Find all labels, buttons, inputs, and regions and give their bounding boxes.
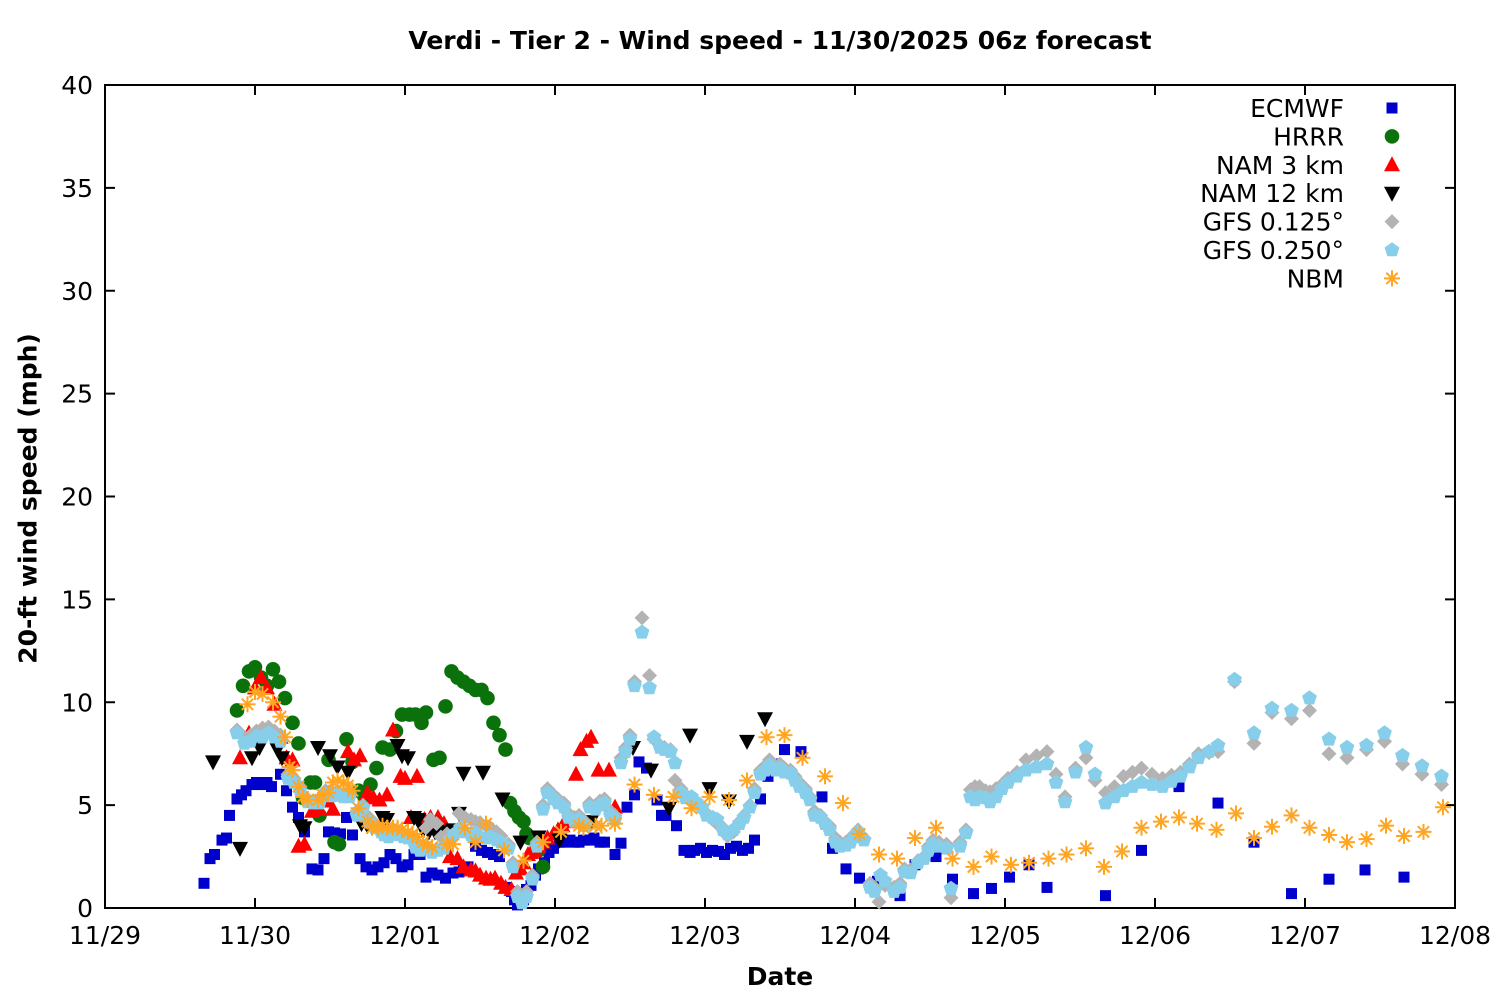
legend-label: ECMWF xyxy=(1250,94,1344,123)
y-tick-label: 5 xyxy=(77,791,93,820)
x-tick-label: 11/30 xyxy=(219,921,291,950)
legend-label: HRRR xyxy=(1273,122,1344,151)
x-tick-label: 12/05 xyxy=(969,921,1041,950)
x-tick-label: 12/03 xyxy=(669,921,741,950)
x-tick-label: 12/01 xyxy=(369,921,441,950)
legend-label: GFS 0.250° xyxy=(1203,236,1344,265)
y-tick-label: 35 xyxy=(61,174,93,203)
y-tick-label: 20 xyxy=(61,483,93,512)
legend-label: NBM xyxy=(1287,264,1344,293)
y-tick-label: 25 xyxy=(61,380,93,409)
series-nbm xyxy=(239,683,1451,875)
x-tick-label: 11/29 xyxy=(69,921,141,950)
y-tick-label: 30 xyxy=(61,277,93,306)
x-tick-label: 12/02 xyxy=(519,921,591,950)
chart-title: Verdi - Tier 2 - Wind speed - 11/30/2025… xyxy=(408,26,1152,55)
legend-label: NAM 12 km xyxy=(1200,179,1344,208)
y-tick-label: 15 xyxy=(61,585,93,614)
x-tick-label: 12/06 xyxy=(1119,921,1191,950)
x-axis-title: Date xyxy=(746,962,814,991)
y-tick-label: 40 xyxy=(61,71,93,100)
series-nam-12-km xyxy=(205,712,773,857)
y-tick-label: 10 xyxy=(61,688,93,717)
axes: 11/29 11/30 12/01 12/02 12/03 12/04 12/05 12/06… xyxy=(61,71,1491,950)
legend-label: NAM 3 km xyxy=(1216,151,1344,180)
y-axis-title: 20-ft wind speed (mph) xyxy=(13,333,43,664)
x-tick-label: 12/04 xyxy=(819,921,891,950)
y-tick-label: 0 xyxy=(77,894,93,923)
x-tick-label: 12/08 xyxy=(1419,921,1491,950)
legend-label: GFS 0.125° xyxy=(1203,208,1344,237)
x-tick-label: 12/07 xyxy=(1269,921,1341,950)
